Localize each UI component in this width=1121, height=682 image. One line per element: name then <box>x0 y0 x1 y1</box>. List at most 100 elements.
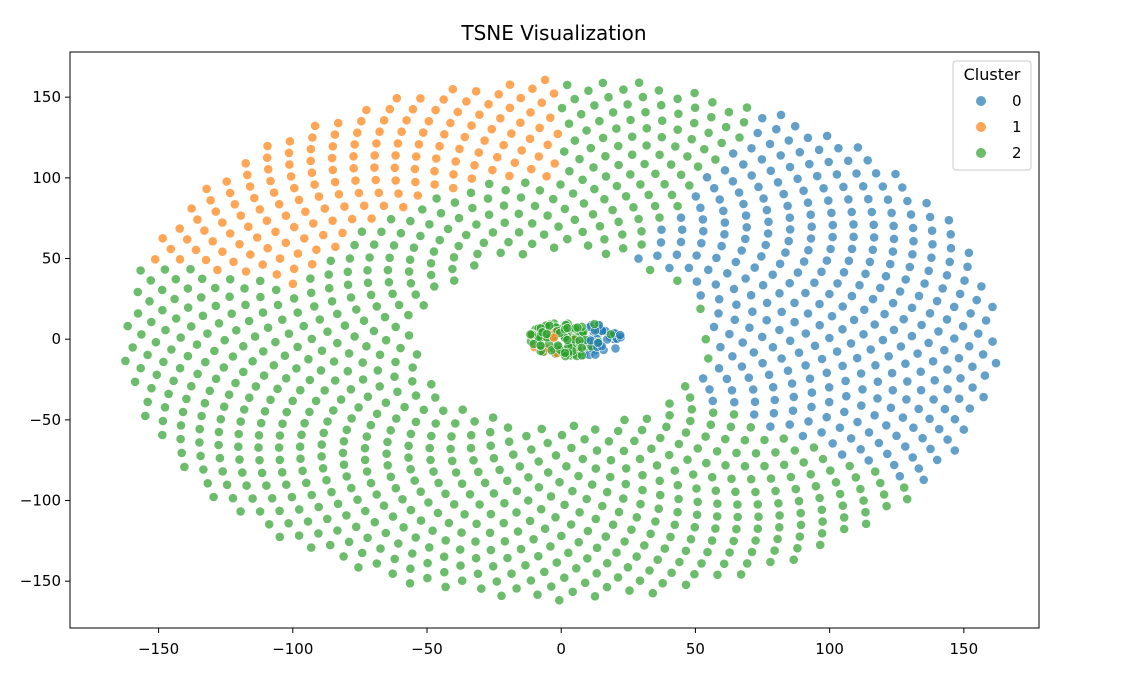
scatter-point-cluster-2 <box>327 296 337 307</box>
scatter-point-cluster-2 <box>606 455 616 466</box>
scatter-point-cluster-2 <box>440 582 451 592</box>
scatter-point-cluster-1 <box>212 264 223 275</box>
scatter-point-cluster-2 <box>621 463 632 474</box>
scatter-point-cluster-2 <box>563 547 574 558</box>
scatter-point-cluster-1 <box>270 226 281 237</box>
scatter-point-cluster-0 <box>981 315 991 326</box>
scatter-point-cluster-2 <box>491 576 502 587</box>
scatter-point-cluster-2 <box>579 198 589 209</box>
scatter-point-cluster-2 <box>747 547 757 557</box>
scatter-point-cluster-2 <box>861 518 871 529</box>
scatter-point-cluster-1 <box>348 151 359 162</box>
scatter-point-cluster-0 <box>615 330 626 340</box>
scatter-point-cluster-2 <box>405 464 416 475</box>
scatter-point-cluster-0 <box>695 202 706 213</box>
scatter-point-cluster-2 <box>383 277 394 288</box>
scatter-point-cluster-2 <box>670 141 681 152</box>
scatter-point-cluster-2 <box>196 292 207 303</box>
scatter-point-cluster-2 <box>599 194 610 205</box>
scatter-point-cluster-2 <box>250 381 261 392</box>
scatter-point-cluster-2 <box>734 132 745 143</box>
scatter-point-cluster-2 <box>548 194 559 204</box>
scatter-point-cluster-2 <box>415 486 426 497</box>
scatter-point-cluster-2 <box>368 326 379 336</box>
scatter-point-cluster-0 <box>743 372 754 383</box>
scatter-point-cluster-2 <box>471 553 481 564</box>
scatter-point-cluster-0 <box>714 294 725 305</box>
scatter-point-cluster-2 <box>227 351 238 362</box>
scatter-point-cluster-0 <box>918 474 929 485</box>
scatter-point-cluster-2 <box>163 388 174 399</box>
scatter-point-cluster-2 <box>317 345 327 356</box>
scatter-point-cluster-0 <box>864 427 874 438</box>
scatter-point-cluster-2 <box>672 124 683 135</box>
scatter-point-cluster-1 <box>526 164 537 174</box>
scatter-point-cluster-2 <box>673 108 684 119</box>
scatter-point-cluster-2 <box>122 321 133 331</box>
scatter-point-cluster-2 <box>157 284 168 295</box>
scatter-point-cluster-0 <box>800 360 811 371</box>
scatter-point-cluster-2 <box>258 346 269 357</box>
scatter-point-cluster-0 <box>958 321 968 332</box>
scatter-point-cluster-0 <box>866 207 877 217</box>
scatter-point-cluster-2 <box>566 519 576 530</box>
scatter-point-cluster-2 <box>235 416 246 427</box>
scatter-point-cluster-2 <box>564 118 574 129</box>
scatter-point-cluster-2 <box>254 430 264 441</box>
scatter-point-cluster-2 <box>503 422 513 433</box>
scatter-point-cluster-2 <box>426 379 437 390</box>
scatter-point-cluster-1 <box>378 200 389 211</box>
scatter-point-cluster-1 <box>280 210 291 221</box>
scatter-point-cluster-0 <box>747 306 758 317</box>
scatter-point-cluster-0 <box>915 366 926 377</box>
scatter-point-cluster-1 <box>479 135 490 146</box>
scatter-point-cluster-2 <box>150 337 161 348</box>
scatter-point-cluster-0 <box>958 424 969 435</box>
scatter-point-cluster-2 <box>159 264 170 275</box>
scatter-point-cluster-2 <box>186 321 197 332</box>
scatter-point-cluster-0 <box>771 124 782 135</box>
scatter-point-cluster-0 <box>944 256 955 267</box>
scatter-point-cluster-2 <box>613 572 623 583</box>
scatter-point-cluster-1 <box>337 227 348 238</box>
scatter-point-cluster-1 <box>552 128 563 139</box>
scatter-point-cluster-2 <box>502 475 513 486</box>
scatter-point-cluster-1 <box>165 244 176 254</box>
scatter-point-cluster-2 <box>798 457 809 468</box>
scatter-point-cluster-2 <box>146 383 157 394</box>
scatter-point-cluster-0 <box>856 400 867 411</box>
scatter-point-cluster-0 <box>792 173 803 184</box>
scatter-point-cluster-1 <box>207 236 218 247</box>
scatter-point-cluster-2 <box>409 475 420 486</box>
scatter-point-cluster-0 <box>809 277 820 288</box>
scatter-point-cluster-2 <box>430 418 441 429</box>
scatter-point-cluster-2 <box>494 464 505 475</box>
scatter-point-cluster-2 <box>751 448 761 459</box>
scatter-point-cluster-2 <box>405 563 416 574</box>
scatter-point-cluster-2 <box>485 440 496 451</box>
scatter-point-cluster-2 <box>403 452 414 463</box>
scatter-point-cluster-2 <box>361 431 372 442</box>
scatter-point-cluster-0 <box>858 181 869 192</box>
scatter-point-cluster-2 <box>551 557 562 568</box>
scatter-point-cluster-1 <box>412 190 423 201</box>
scatter-point-cluster-1 <box>261 215 272 226</box>
scatter-point-cluster-0 <box>695 290 706 301</box>
scatter-point-cluster-2 <box>625 115 636 125</box>
scatter-point-cluster-2 <box>613 426 624 436</box>
scatter-point-cluster-1 <box>205 195 216 206</box>
scatter-point-cluster-1 <box>373 187 384 198</box>
scatter-point-cluster-2 <box>641 123 652 134</box>
scatter-point-cluster-2 <box>669 519 680 530</box>
scatter-point-cluster-2 <box>436 208 446 219</box>
scatter-point-cluster-0 <box>746 170 757 181</box>
scatter-point-cluster-0 <box>942 364 953 375</box>
scatter-point-cluster-0 <box>703 264 714 275</box>
scatter-point-cluster-2 <box>831 477 841 488</box>
scatter-point-cluster-0 <box>798 185 809 196</box>
scatter-point-cluster-2 <box>380 528 391 538</box>
scatter-point-cluster-1 <box>327 141 338 152</box>
scatter-point-cluster-2 <box>255 275 266 286</box>
scatter-point-cluster-1 <box>157 233 168 244</box>
